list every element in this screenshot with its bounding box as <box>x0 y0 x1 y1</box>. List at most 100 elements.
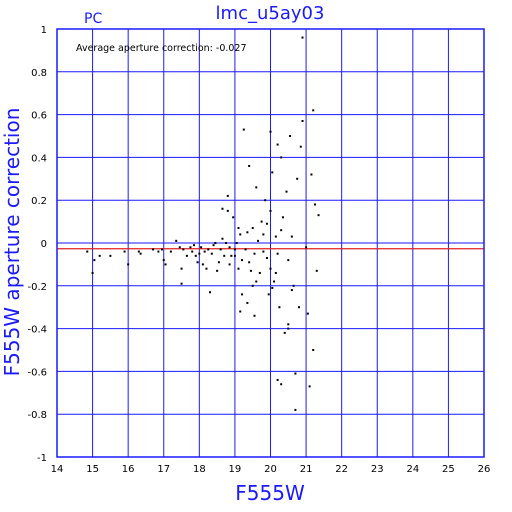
data-point <box>269 209 272 212</box>
data-point <box>175 239 178 242</box>
data-point <box>210 252 213 255</box>
data-point <box>280 156 283 159</box>
data-point <box>225 242 228 244</box>
data-point <box>230 254 233 257</box>
data-point <box>185 254 188 257</box>
data-point <box>281 216 284 219</box>
x-tick-label: 25 <box>442 464 455 475</box>
data-point <box>192 244 195 247</box>
data-point <box>226 209 229 212</box>
data-point <box>221 237 224 240</box>
y-axis-label: F555W aperture correction <box>0 108 24 377</box>
data-point <box>306 312 309 315</box>
data-point <box>253 252 256 255</box>
data-point <box>294 408 297 411</box>
data-point <box>182 248 185 251</box>
data-point <box>232 216 235 219</box>
data-point <box>253 314 256 317</box>
data-points <box>86 36 320 411</box>
data-point <box>255 280 258 283</box>
tick-labels: 14 15 16 17 18 19 20 21 22 23 24 25 26 -1 -0.8 -0.6 -0.4… <box>27 25 490 475</box>
data-point <box>246 301 249 304</box>
data-point <box>109 254 112 257</box>
data-point <box>258 271 261 274</box>
data-point <box>313 203 316 206</box>
data-point <box>290 235 293 238</box>
data-point <box>180 282 183 285</box>
data-point <box>269 130 272 133</box>
data-point <box>217 261 220 264</box>
y-tick-label: -1 <box>37 453 47 464</box>
data-point <box>278 306 281 309</box>
data-point <box>292 284 295 287</box>
data-point <box>285 190 288 193</box>
y-tick-label: -0.6 <box>27 367 47 378</box>
y-tick-label: -0.8 <box>27 410 47 421</box>
data-point <box>152 248 155 251</box>
data-point <box>203 250 206 253</box>
data-point <box>235 242 238 244</box>
data-point <box>233 248 236 251</box>
data-point <box>289 135 292 137</box>
data-point <box>262 233 265 236</box>
data-point <box>219 248 222 251</box>
data-point <box>239 233 242 236</box>
data-point <box>296 177 299 180</box>
x-tick-label: 20 <box>264 464 277 475</box>
data-point <box>246 231 249 234</box>
x-tick-label: 19 <box>229 464 242 475</box>
y-tick-label: 0 <box>41 239 47 250</box>
x-tick-label: 22 <box>335 464 348 475</box>
data-point <box>276 378 279 381</box>
data-point <box>315 269 318 272</box>
data-point <box>276 252 279 255</box>
data-point <box>139 252 142 255</box>
y-tick-label: 0.4 <box>31 153 47 164</box>
y-tick-label: 1 <box>41 25 47 36</box>
data-point <box>248 164 251 167</box>
data-point <box>274 271 277 274</box>
x-tick-label: 21 <box>300 464 313 475</box>
x-tick-label: 18 <box>193 464 206 475</box>
y-tick-label: -0.4 <box>27 325 47 336</box>
data-point <box>194 254 197 257</box>
data-point <box>160 248 163 251</box>
data-point <box>317 214 320 217</box>
data-point <box>271 286 274 289</box>
y-tick-label: -0.2 <box>27 282 47 293</box>
data-point <box>239 310 242 313</box>
data-point <box>299 145 302 148</box>
data-point <box>162 259 165 262</box>
data-point <box>189 246 192 249</box>
data-point <box>207 248 210 251</box>
data-point <box>287 327 290 330</box>
data-point <box>287 259 290 262</box>
data-point <box>249 269 252 272</box>
data-point <box>93 259 96 262</box>
data-point <box>287 323 290 326</box>
x-tick-label: 16 <box>122 464 135 475</box>
corner-label: PC <box>84 11 102 27</box>
data-point <box>91 271 94 274</box>
data-point <box>294 372 297 375</box>
data-point <box>290 289 293 292</box>
data-point <box>127 263 130 266</box>
x-tick-label: 26 <box>478 464 491 475</box>
data-point <box>301 36 304 39</box>
y-tick-label: 0.2 <box>31 196 47 207</box>
x-tick-label: 14 <box>51 464 64 475</box>
data-point <box>237 227 240 230</box>
data-point <box>274 235 277 238</box>
data-point <box>251 227 254 230</box>
data-point <box>178 246 181 249</box>
data-point <box>86 250 89 253</box>
data-point <box>264 199 267 202</box>
data-point <box>244 248 247 251</box>
x-tick-label: 24 <box>406 464 419 475</box>
data-point <box>265 222 268 225</box>
data-point <box>191 250 194 253</box>
data-point <box>255 186 258 189</box>
data-point <box>276 143 279 146</box>
data-point <box>180 267 183 270</box>
